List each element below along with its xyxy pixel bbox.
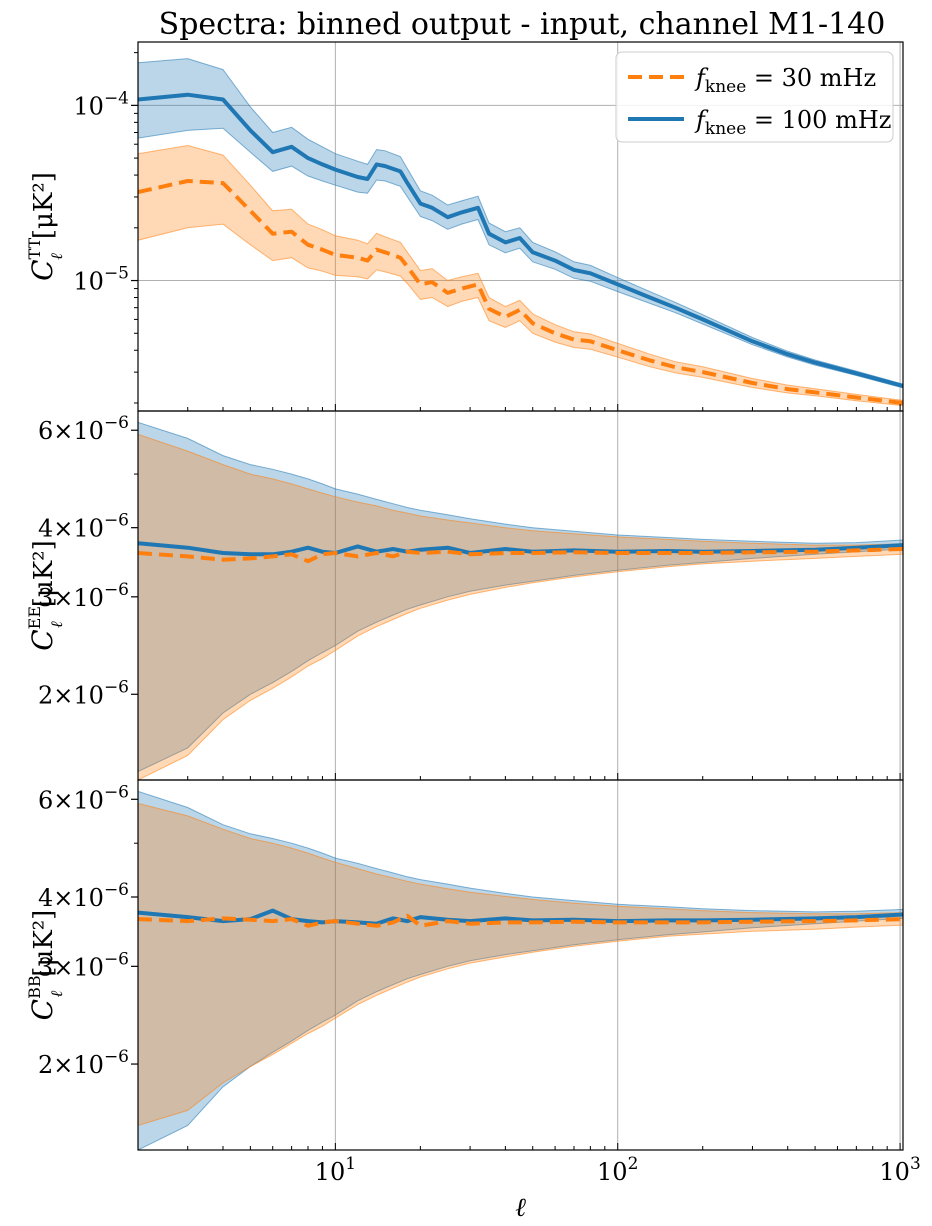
y-axis-label-BB: CBB ℓ[μK²]: [25, 910, 66, 1021]
line-knee30-BB: [138, 913, 903, 928]
plot-area-EE: [138, 421, 903, 780]
y-tick-label-BB: 6×10−6: [38, 782, 129, 814]
plot-area-TT: [138, 58, 903, 407]
panels: 10−5 10−4 CTT ℓ[μK²] 2×10−6 3×10−6 4×10−6 6×10−…: [25, 41, 904, 1151]
x-axis-label: ℓ: [515, 1193, 526, 1223]
y-tick-label-EE: 2×10−6: [38, 677, 129, 709]
y-tick-label-BB: 3×10−6: [38, 949, 129, 981]
y-tick-label-BB: 4×10−6: [38, 880, 129, 912]
y-tick-label-EE: 3×10−6: [38, 580, 129, 612]
line-knee100-TT: [138, 92, 903, 388]
y-axis-label-TT: CTT ℓ[μK²]: [25, 172, 66, 281]
y-tick-label-TT: 10−4: [73, 88, 129, 120]
band-knee100-TT: [138, 58, 903, 389]
x-tick-label: 103: [879, 1154, 920, 1186]
band-knee30-BB: [138, 802, 903, 1127]
x-axis: 101 102 103 ℓ: [315, 1154, 921, 1223]
y-tick-label-BB: 2×10−6: [38, 1047, 129, 1079]
y-tick-label-EE: 6×10−6: [38, 413, 129, 445]
x-tick-label: 101: [315, 1154, 356, 1186]
legend-box: [615, 51, 894, 143]
panel-EE: 2×10−6 3×10−6 4×10−6 6×10−6 CEE ℓ[μK²]: [25, 410, 904, 781]
panel-TT: 10−5 10−4 CTT ℓ[μK²]: [25, 41, 904, 412]
y-tick-label-TT: 10−5: [73, 264, 129, 296]
band-knee100-BB: [138, 790, 903, 1150]
x-tick-label: 102: [597, 1154, 638, 1186]
panel-BB: 2×10−6 3×10−6 4×10−6 6×10−6 CBB ℓ[μK²]: [25, 779, 904, 1151]
panel-frame-BB: [137, 779, 904, 1151]
plot-area-BB: [138, 790, 903, 1150]
line-knee30-TT: [138, 179, 903, 405]
band-knee30-EE: [138, 433, 903, 780]
line-knee30-EE: [138, 547, 903, 564]
band-knee30-TT: [138, 144, 903, 407]
y-tick-label-EE: 4×10−6: [38, 511, 129, 543]
legend-label-knee100: fknee = 100 mHz: [694, 106, 891, 139]
y-axis-label-EE: CEE ℓ[μK²]: [25, 540, 66, 651]
chart-title: Spectra: binned output - input, channel …: [159, 7, 886, 42]
band-knee100-EE: [138, 421, 903, 773]
